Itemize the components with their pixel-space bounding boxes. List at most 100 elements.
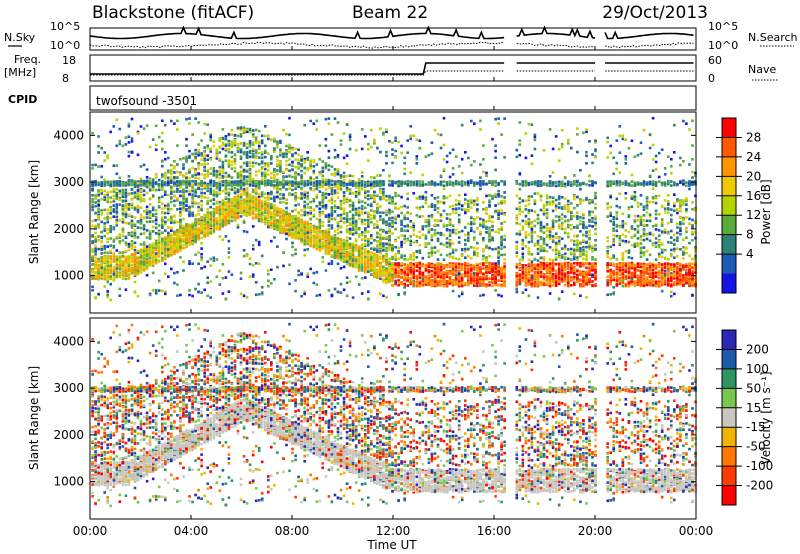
power-cell <box>170 120 173 123</box>
power-cell <box>303 193 306 196</box>
power-cell <box>216 154 219 157</box>
power-cell <box>340 231 343 234</box>
power-cell <box>116 164 119 167</box>
power-cell <box>328 150 331 153</box>
power-cell <box>228 175 231 178</box>
power-cell <box>179 240 182 243</box>
power-cell <box>194 117 197 120</box>
power-cell <box>155 219 158 222</box>
power-cell <box>113 226 116 229</box>
power-cell <box>182 218 185 221</box>
power-cell <box>273 220 276 223</box>
power-cell <box>131 206 134 209</box>
power-cell <box>161 216 164 219</box>
power-cell <box>361 208 364 211</box>
power-cell <box>355 192 358 195</box>
power-cell <box>149 146 152 149</box>
power-cell <box>343 257 346 260</box>
power-cell <box>176 250 179 253</box>
power-cell <box>261 200 264 203</box>
power-cell <box>131 137 134 140</box>
power-cell <box>206 260 209 263</box>
power-cell <box>194 201 197 204</box>
power-cell <box>240 166 243 169</box>
power-cell <box>222 225 225 228</box>
power-cell <box>313 165 316 168</box>
power-cell <box>225 144 228 147</box>
power-cell <box>237 150 240 153</box>
power-cell <box>94 247 97 250</box>
power-cell <box>149 198 152 201</box>
power-cell <box>194 149 197 152</box>
power-cell <box>109 206 112 209</box>
power-cell <box>206 225 209 228</box>
power-cell <box>103 285 106 288</box>
power-cell <box>149 252 152 255</box>
power-cell <box>343 182 346 185</box>
power-cell <box>219 184 222 187</box>
power-cell <box>137 295 140 298</box>
power-cell <box>134 257 137 260</box>
power-cell <box>297 162 300 165</box>
power-cell <box>167 208 170 211</box>
power-cell <box>164 263 167 266</box>
power-cell <box>279 221 282 224</box>
power-cell <box>255 294 258 297</box>
power-cell <box>188 183 191 186</box>
power-cell <box>197 237 200 240</box>
power-cell <box>270 177 273 180</box>
power-cell <box>252 273 255 276</box>
power-cell <box>237 180 240 183</box>
power-cell <box>306 183 309 186</box>
power-cell <box>94 240 97 243</box>
power-cell <box>203 289 206 292</box>
power-cell <box>134 249 137 252</box>
power-cell <box>231 214 234 217</box>
power-cell <box>294 182 297 185</box>
power-cell <box>206 197 209 200</box>
power-cell <box>176 246 179 249</box>
power-cell <box>91 209 94 212</box>
power-cell <box>297 166 300 169</box>
power-cell <box>349 218 352 221</box>
power-cell <box>191 160 194 163</box>
power-cell <box>97 165 100 168</box>
power-cell <box>243 182 246 185</box>
power-cell <box>300 170 303 173</box>
power-cell <box>267 205 270 208</box>
power-cell <box>361 250 364 253</box>
power-cell <box>349 246 352 249</box>
power-cell <box>209 211 212 214</box>
power-cell <box>164 124 167 127</box>
power-cell <box>194 152 197 155</box>
power-cell <box>334 180 337 183</box>
power-cell <box>273 151 276 154</box>
power-cell <box>337 168 340 171</box>
power-cell <box>116 182 119 185</box>
power-cell <box>243 230 246 233</box>
power-cell <box>191 212 194 215</box>
power-cell <box>322 201 325 204</box>
power-cell <box>316 243 319 246</box>
power-cell <box>361 261 364 264</box>
power-cell <box>352 220 355 223</box>
power-cell <box>109 217 112 220</box>
power-cell <box>188 237 191 240</box>
power-cell <box>358 214 361 217</box>
power-cell <box>109 225 112 228</box>
power-cell <box>203 146 206 149</box>
power-cell <box>125 256 128 259</box>
power-cell <box>322 256 325 259</box>
power-cell <box>197 152 200 155</box>
power-cell <box>116 236 119 239</box>
power-cell <box>143 250 146 253</box>
power-cell <box>125 207 128 210</box>
power-cell <box>203 154 206 157</box>
power-cell <box>170 216 173 219</box>
power-cell <box>137 182 140 185</box>
power-cell <box>185 159 188 162</box>
power-cell <box>346 254 349 257</box>
power-cell <box>261 195 264 198</box>
power-cell <box>361 292 364 295</box>
power-cell <box>276 219 279 222</box>
